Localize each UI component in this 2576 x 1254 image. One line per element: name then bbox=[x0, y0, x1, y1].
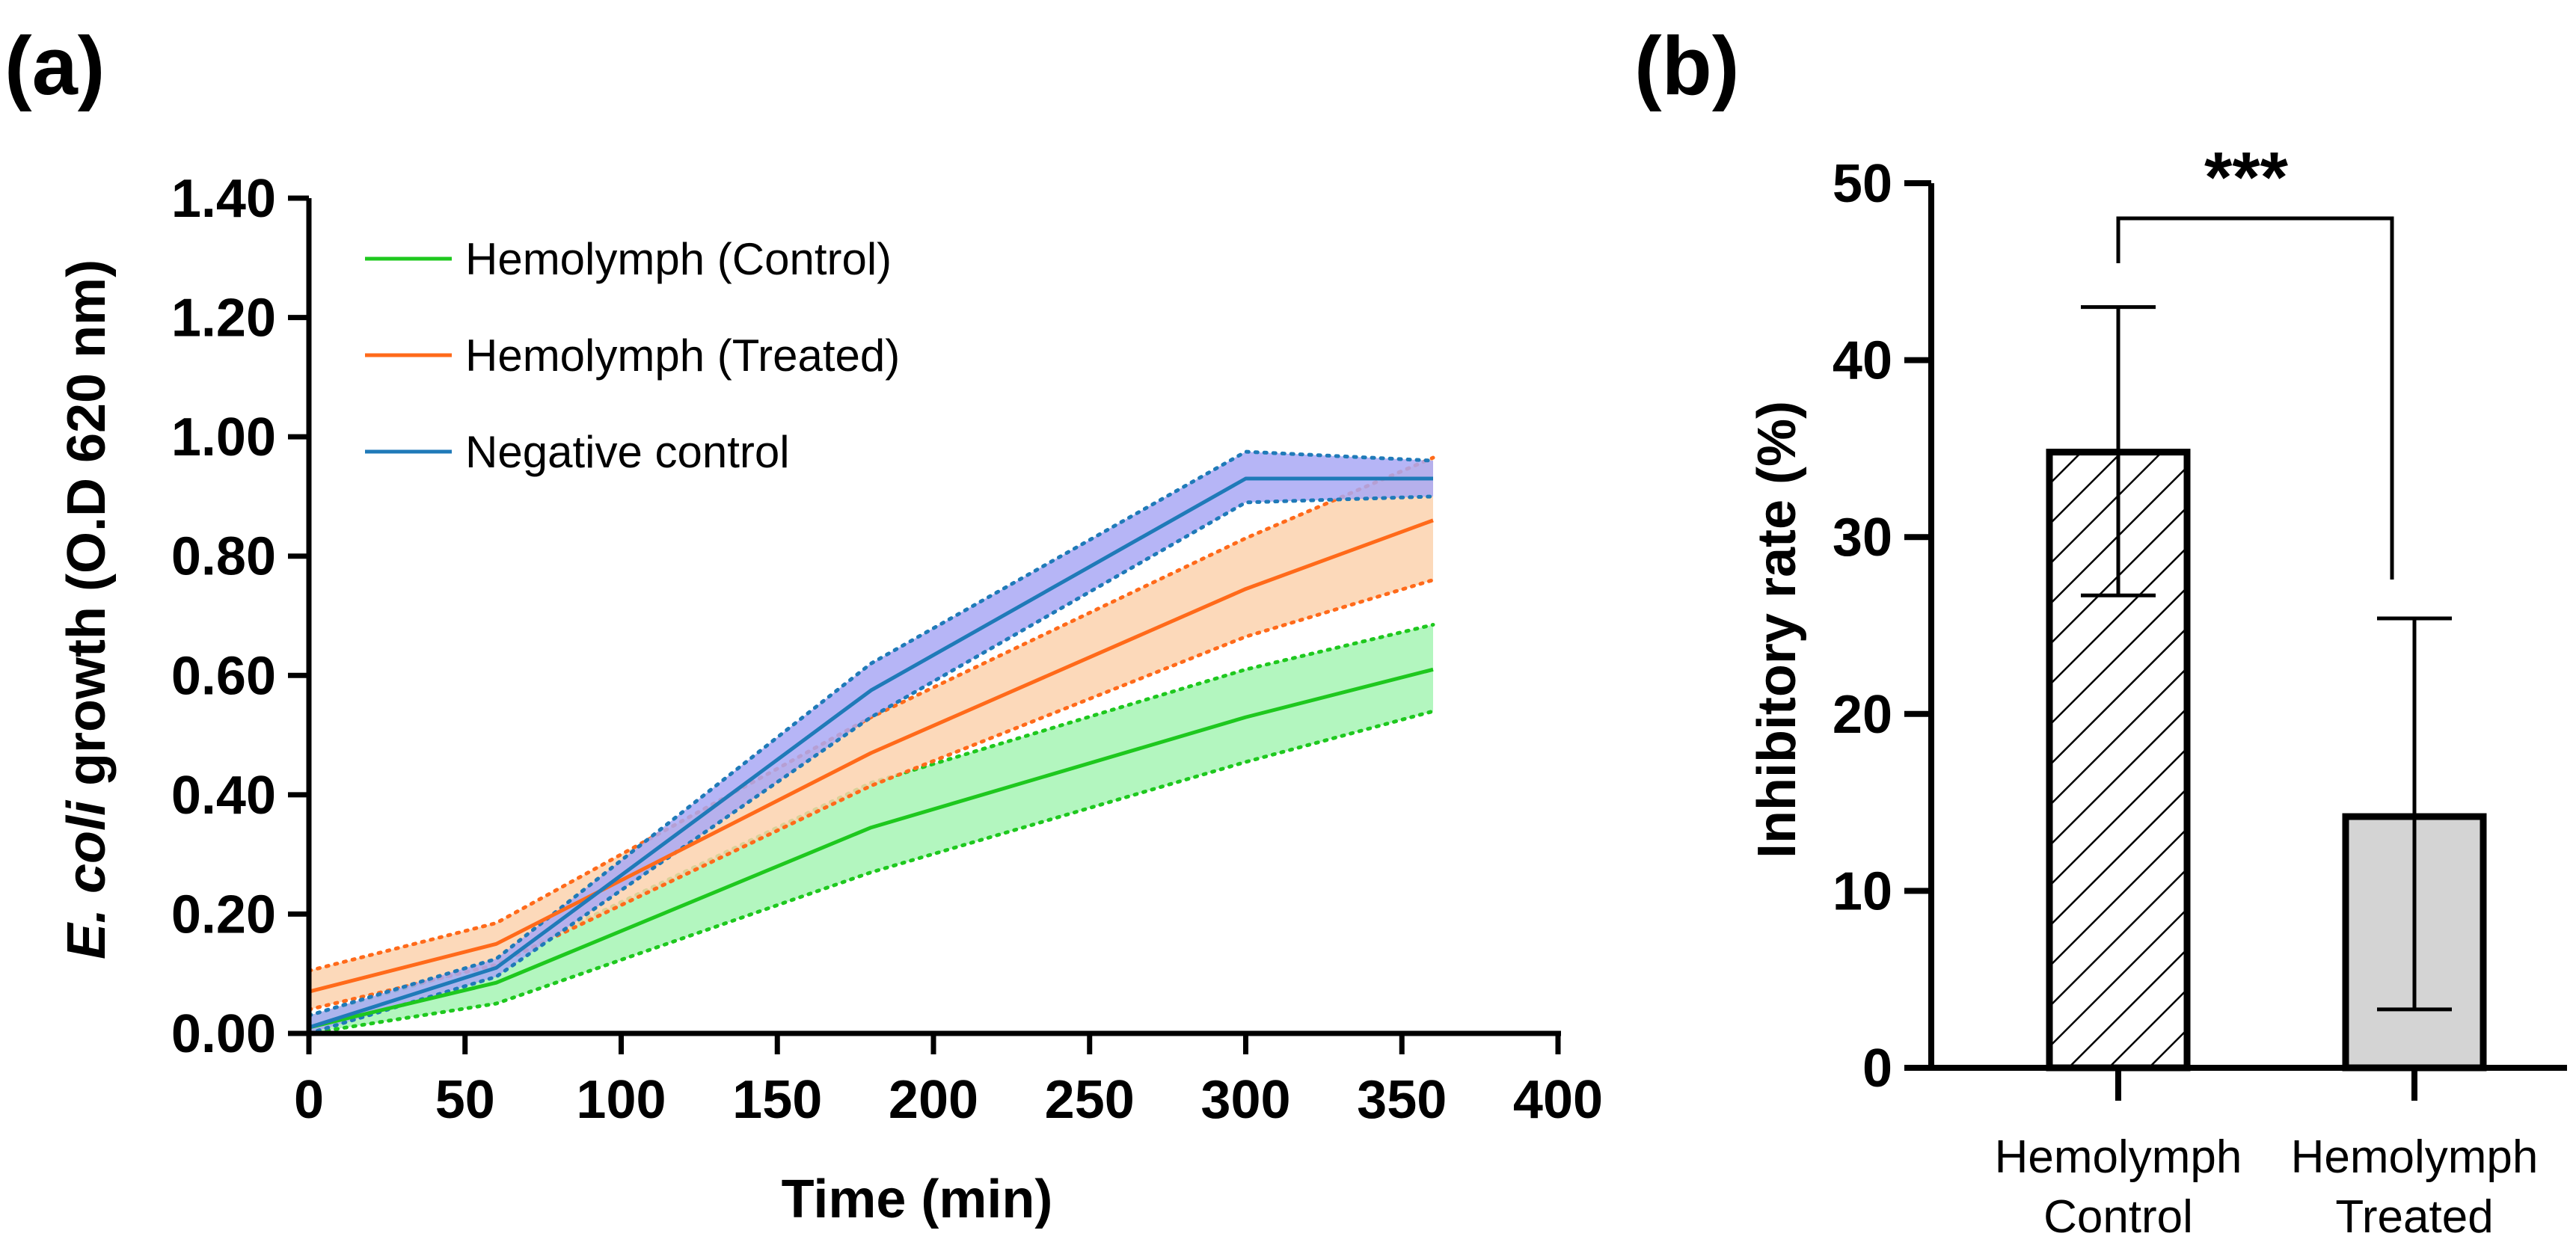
bar-y-tick-label: 10 bbox=[1833, 861, 1892, 921]
y-tick-label: 1.40 bbox=[171, 169, 276, 229]
legend-label-0: Hemolymph (Control) bbox=[465, 234, 892, 284]
significance-line bbox=[2116, 216, 2394, 580]
y-axis-title-italic: E. coli bbox=[57, 799, 117, 959]
y-tick-labels: 0.00 0.20 0.40 0.60 0.80 1.00 1.20 1.40 bbox=[171, 169, 276, 1064]
bars bbox=[2046, 449, 2487, 1072]
legend: Hemolymph (Control) Hemolymph (Treated) Ne… bbox=[365, 234, 900, 477]
series-line-2 bbox=[308, 476, 1433, 1030]
bar-chart-axes bbox=[1904, 180, 2567, 1101]
series-line-0 bbox=[308, 667, 1434, 1030]
y-tick-label: 1.00 bbox=[171, 408, 276, 467]
category-label-line2: Treated bbox=[2335, 1191, 2493, 1243]
line-chart-axes bbox=[288, 195, 1561, 1054]
category-label-line1: Hemolymph bbox=[2291, 1131, 2539, 1183]
error-bars bbox=[2081, 305, 2452, 1012]
y-tick-label: 0.40 bbox=[171, 766, 276, 826]
y-tick-label: 0.80 bbox=[171, 527, 276, 587]
legend-label-2: Negative control bbox=[465, 427, 790, 477]
y-tick-label: 0.60 bbox=[171, 646, 276, 706]
bar-y-tick-labels: 0 10 20 30 40 50 bbox=[1833, 154, 1892, 1098]
bar-y-tick-label: 30 bbox=[1833, 508, 1892, 568]
panel-b-label: (b) bbox=[1634, 20, 1739, 112]
significance-bracket: *** bbox=[2116, 138, 2394, 580]
x-tick-label: 50 bbox=[435, 1070, 495, 1130]
x-tick-labels: 0 50 100 150 200 250 300 350 400 bbox=[294, 1070, 1603, 1130]
bar-y-tick-label: 50 bbox=[1833, 154, 1892, 214]
bar-y-axis-title: Inhibitory rate (%) bbox=[1747, 401, 1807, 858]
x-tick-label: 150 bbox=[732, 1070, 822, 1130]
lower-bound-line-0 bbox=[307, 709, 1435, 1036]
error-bands bbox=[307, 449, 1435, 1036]
error-band-2 bbox=[309, 452, 1433, 1033]
significance-stars: *** bbox=[2204, 138, 2289, 218]
category-labels: Hemolymph Control Hemolymph Treated bbox=[1995, 1131, 2539, 1243]
x-axis-title: Time (min) bbox=[782, 1170, 1053, 1229]
x-tick-label: 100 bbox=[576, 1070, 666, 1130]
y-axis-title: E. coli growth (O.D 620 nm) bbox=[57, 259, 117, 959]
x-tick-label: 250 bbox=[1045, 1070, 1135, 1130]
y-tick-label: 0.00 bbox=[171, 1004, 276, 1064]
bar-y-tick-label: 40 bbox=[1833, 331, 1892, 391]
x-tick-label: 350 bbox=[1357, 1070, 1447, 1130]
bar-y-tick-label: 0 bbox=[1862, 1039, 1892, 1098]
series-lines bbox=[308, 476, 1434, 1030]
y-tick-label: 1.20 bbox=[171, 289, 276, 348]
series-line-1 bbox=[308, 518, 1434, 994]
category-label-line1: Hemolymph bbox=[1995, 1131, 2242, 1183]
x-tick-label: 200 bbox=[889, 1070, 978, 1130]
line-chart: 0.00 0.20 0.40 0.60 0.80 1.00 1.20 1.40 0 50 100 1… bbox=[57, 169, 1603, 1229]
bar-y-tick-label: 20 bbox=[1833, 685, 1892, 745]
x-tick-label: 0 bbox=[294, 1070, 324, 1130]
upper-bound-line-2 bbox=[307, 449, 1435, 1018]
legend-label-1: Hemolymph (Treated) bbox=[465, 331, 900, 381]
y-tick-label: 0.20 bbox=[171, 885, 276, 944]
category-label-line2: Control bbox=[2043, 1191, 2193, 1243]
bar-chart: 0 10 20 30 40 50 Hemolymph Control Hemolymph Tre… bbox=[1747, 138, 2567, 1243]
x-tick-label: 400 bbox=[1513, 1070, 1603, 1130]
x-tick-label: 300 bbox=[1200, 1070, 1290, 1130]
y-axis-title-rest: growth (O.D 620 nm) bbox=[57, 259, 117, 801]
panel-a-label: (a) bbox=[4, 20, 105, 112]
